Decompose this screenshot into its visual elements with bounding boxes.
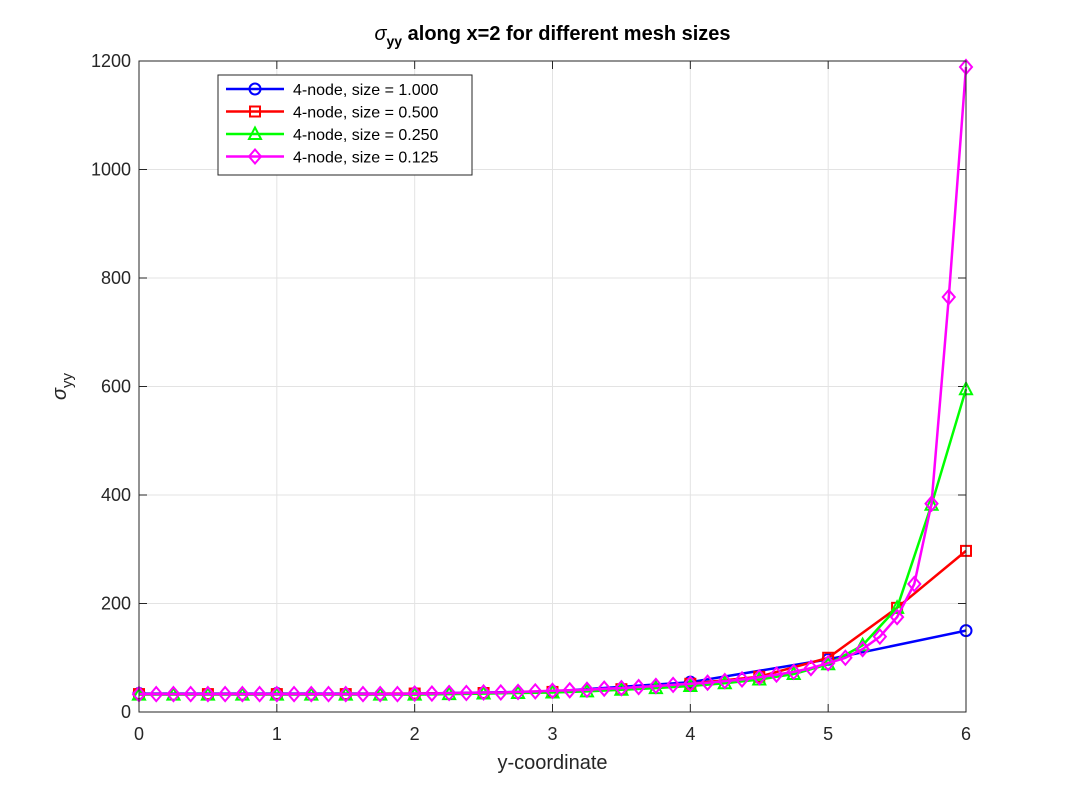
data-point-diamond — [459, 684, 474, 702]
data-point-diamond — [734, 670, 750, 688]
data-point-diamond — [803, 659, 819, 677]
data-point-triangle — [247, 125, 263, 140]
data-point-diamond — [476, 683, 491, 702]
y-axis-label: σyy — [49, 372, 76, 400]
data-point-square — [249, 105, 261, 118]
title-subscript: yy — [387, 33, 403, 49]
title-symbol: σ — [374, 23, 387, 45]
data-point-diamond — [924, 495, 939, 513]
data-point-diamond — [596, 680, 612, 698]
data-point-diamond — [441, 684, 457, 702]
y-tick-label: 0 — [121, 702, 131, 722]
data-point-diamond — [217, 685, 233, 703]
data-point-diamond — [562, 681, 578, 699]
x-tick-label: 2 — [410, 724, 420, 744]
data-point-diamond — [200, 685, 216, 703]
data-point-diamond — [235, 685, 250, 703]
legend-label: 4-node, size = 0.250 — [293, 127, 439, 144]
data-point-diamond — [166, 685, 181, 703]
data-point-diamond — [855, 640, 870, 658]
data-point-diamond — [700, 674, 715, 692]
data-point-diamond — [751, 668, 767, 686]
x-tick-label: 5 — [823, 724, 833, 744]
y-tick-label: 400 — [101, 485, 131, 505]
data-point-diamond — [247, 147, 263, 166]
data-point-diamond — [648, 677, 664, 695]
data-point-diamond — [820, 654, 836, 672]
legend-label: 4-node, size = 1.000 — [293, 82, 439, 99]
series-layer — [131, 58, 974, 703]
x-tick-label: 6 — [961, 724, 971, 744]
data-point-triangle — [889, 599, 905, 614]
y-label-subscript: yy — [59, 372, 76, 388]
data-point-circle — [248, 82, 262, 96]
y-tick-label: 800 — [101, 268, 131, 288]
data-point-diamond — [717, 672, 733, 690]
plot-frame — [138, 60, 967, 713]
chart-title: σyy along x=2 for different mesh sizes — [374, 23, 730, 49]
legend-item-3: 4-node, size = 0.250 — [226, 125, 439, 144]
data-point-diamond — [510, 683, 526, 701]
data-point-diamond — [269, 685, 285, 703]
data-point-diamond — [527, 682, 543, 700]
y-label-symbol: σ — [49, 387, 71, 400]
y-tick-label: 1200 — [91, 51, 131, 71]
x-tick-label: 4 — [685, 724, 695, 744]
y-tick-label: 600 — [101, 377, 131, 397]
data-point-diamond — [889, 608, 905, 626]
legend: 4-node, size = 1.000 4-node, size = 0.500… — [217, 74, 473, 176]
data-point-diamond — [372, 685, 388, 703]
data-point-diamond — [493, 683, 509, 702]
data-point-diamond — [665, 676, 681, 694]
data-point-diamond — [631, 678, 646, 696]
data-point-diamond — [148, 685, 164, 703]
data-point-diamond — [321, 685, 336, 703]
data-point-diamond — [286, 685, 302, 703]
data-point-diamond — [407, 685, 422, 703]
data-point-diamond — [338, 685, 354, 703]
x-tick-label: 0 — [134, 724, 144, 744]
legend-item-2: 4-node, size = 0.500 — [226, 105, 439, 122]
series-4 — [131, 58, 974, 703]
data-point-diamond — [683, 675, 698, 693]
series-line — [139, 66, 968, 696]
data-point-diamond — [424, 685, 440, 703]
data-point-diamond — [906, 575, 922, 593]
legend-item-1: 4-node, size = 1.000 — [226, 82, 439, 99]
data-point-diamond — [252, 685, 267, 703]
data-point-diamond — [579, 681, 595, 699]
data-point-diamond — [614, 679, 629, 697]
data-point-diamond — [769, 666, 784, 684]
x-axis-label: y-coordinate — [497, 752, 607, 774]
x-tick-label: 1 — [272, 724, 282, 744]
data-point-diamond — [355, 685, 371, 703]
y-tick-label: 200 — [101, 594, 131, 614]
data-point-diamond — [941, 288, 957, 306]
legend-item-4: 4-node, size = 0.125 — [226, 147, 439, 167]
legend-label: 4-node, size = 0.500 — [293, 105, 439, 122]
x-tick-label: 3 — [547, 724, 557, 744]
axis-ticks: 0 1 2 3 4 5 6 0 200 400 600 800 1000 1200 — [91, 51, 971, 744]
legend-label: 4-node, size = 0.125 — [293, 150, 439, 167]
data-point-diamond — [838, 649, 853, 667]
data-point-diamond — [872, 628, 888, 646]
y-tick-label: 1000 — [91, 160, 131, 180]
data-point-diamond — [303, 685, 319, 703]
data-point-diamond — [786, 663, 802, 681]
data-point-diamond — [390, 685, 405, 703]
data-point-diamond — [183, 685, 199, 703]
title-rest: along x=2 for different mesh sizes — [402, 23, 730, 45]
data-point-diamond — [545, 682, 560, 700]
